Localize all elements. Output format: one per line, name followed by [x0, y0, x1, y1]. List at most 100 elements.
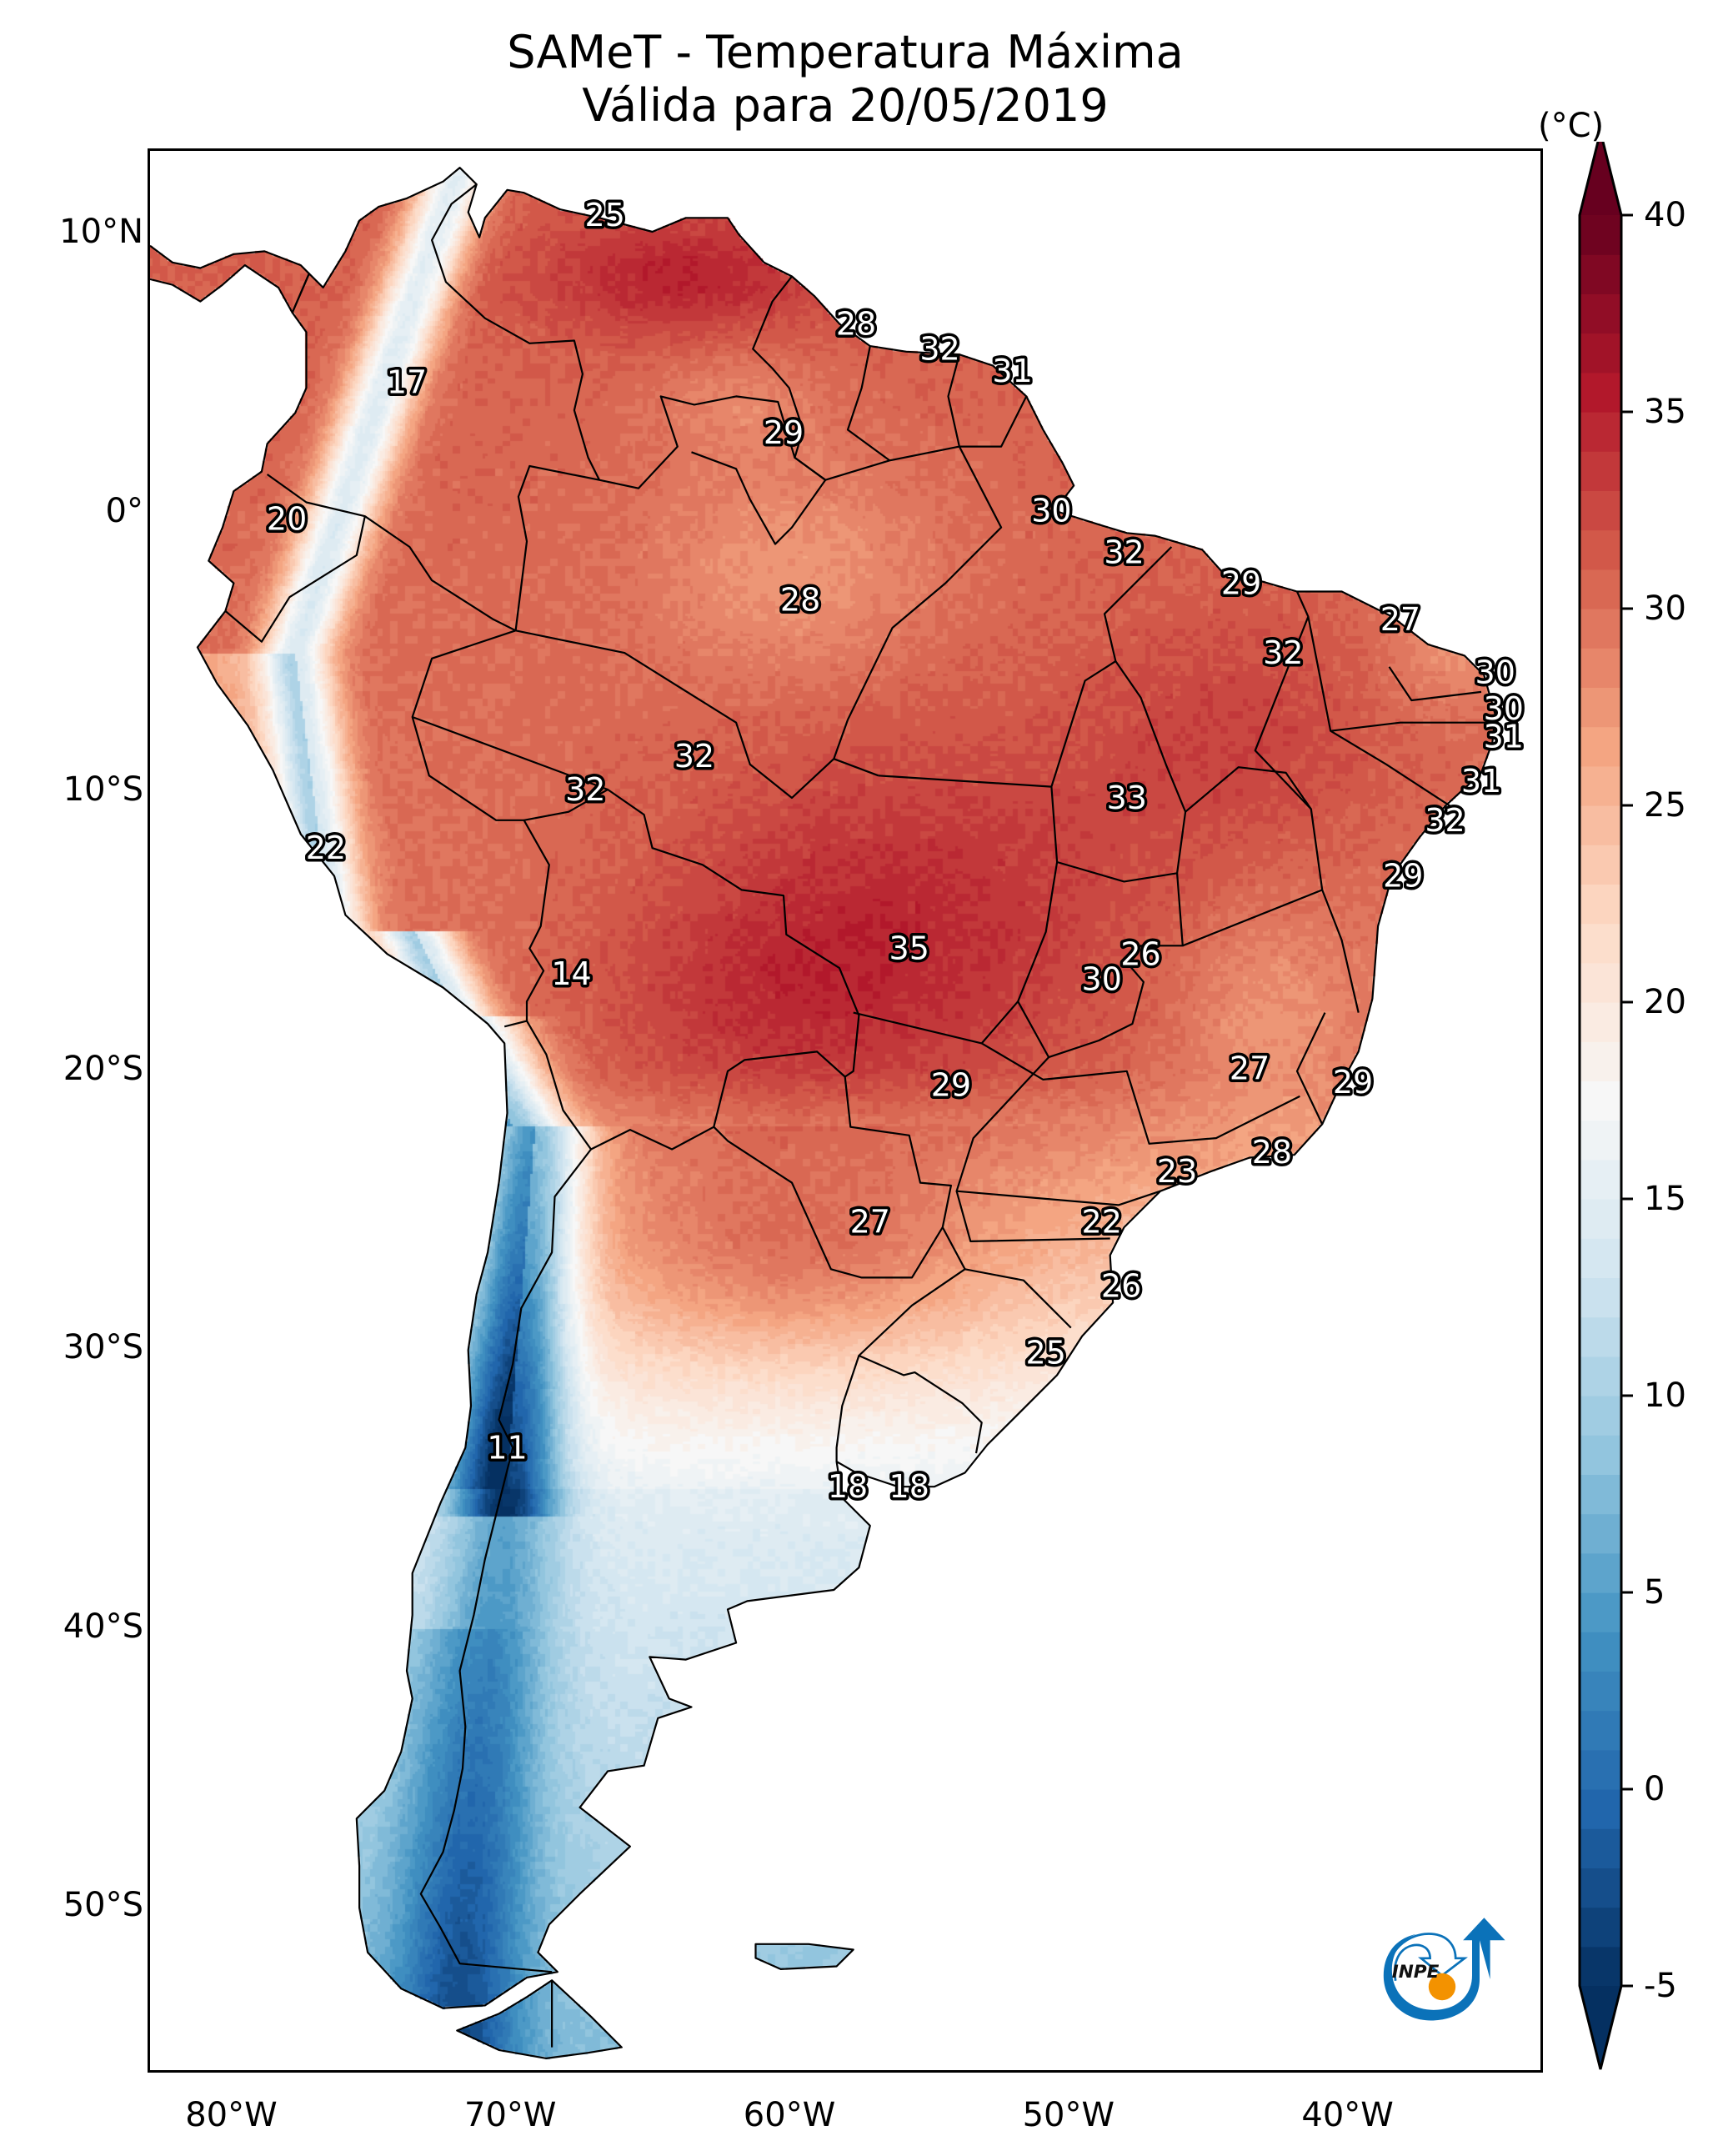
y-tick-label: 0° [105, 491, 143, 530]
colorbar-band [1580, 1199, 1621, 1239]
station-value-label: 17 [387, 364, 427, 401]
station-value-label: 28 [836, 305, 876, 342]
colorbar-tick-label: 5 [1644, 1573, 1665, 1612]
station-value-label: 29 [931, 1067, 971, 1104]
colorbar-band [1580, 845, 1621, 885]
station-value-label: 14 [551, 955, 591, 992]
border-line [526, 1020, 846, 1151]
x-tick-label: 50°W [1022, 2096, 1115, 2134]
colorbar-band [1580, 726, 1621, 767]
station-value-label: 32 [565, 771, 605, 808]
station-value-label: 32 [1263, 634, 1303, 671]
station-value-label: 18 [889, 1468, 929, 1505]
border-line [431, 183, 600, 481]
colorbar-band [1580, 1592, 1621, 1632]
colorbar-tick-label: 20 [1644, 983, 1686, 1021]
border-line [1056, 660, 1187, 883]
colorbar-band [1580, 1907, 1621, 1948]
station-value-label: 18 [828, 1468, 868, 1505]
border-line [691, 451, 827, 545]
colorbar-band [1580, 1868, 1621, 1908]
colorbar-tick-label: 0 [1644, 1770, 1665, 1808]
colorbar-band [1580, 1435, 1621, 1475]
colorbar-tick-label: 10 [1644, 1376, 1686, 1415]
border-line [964, 1268, 1072, 1329]
station-value-label: 25 [1026, 1335, 1066, 1371]
station-value-label: 28 [780, 582, 820, 619]
border-line [858, 1226, 983, 1454]
coastline [456, 1979, 623, 2059]
colorbar-band [1580, 765, 1621, 806]
colorbar-band [1580, 490, 1621, 531]
station-value-label: 30 [1475, 654, 1515, 691]
station-value-label: 32 [1104, 534, 1144, 571]
station-value-label: 31 [1461, 763, 1501, 800]
border-line [1330, 721, 1487, 732]
station-value-label: 20 [267, 501, 307, 538]
colorbar-band [1580, 609, 1621, 649]
station-value-label: 29 [764, 414, 804, 451]
logo-text: INPE [1392, 1962, 1440, 1983]
station-value-label: 26 [1101, 1267, 1141, 1304]
colorbar-band [1580, 529, 1621, 570]
station-value-label: 35 [889, 930, 929, 967]
border-line [1254, 591, 1312, 810]
border-line [266, 474, 517, 632]
y-tick-label: 30°S [63, 1328, 143, 1367]
colorbar-band [1580, 962, 1621, 1003]
y-tick-label: 20°S [63, 1049, 143, 1088]
colorbar-tick-label: 35 [1644, 393, 1686, 431]
station-value-label: 31 [992, 353, 1032, 389]
colorbar-band [1580, 687, 1621, 728]
border-line [947, 353, 960, 447]
colorbar-unit-label: (°C) [1538, 107, 1605, 145]
station-value-label: 26 [1120, 935, 1160, 972]
x-tick-label: 80°W [185, 2096, 278, 2134]
colorbar-band [1580, 1002, 1621, 1042]
colorbar-extend-max [1580, 142, 1621, 215]
colorbar-ticks [1621, 213, 1633, 1988]
border-line [833, 446, 1003, 760]
colorbar-band [1580, 1041, 1621, 1081]
station-value-label: 29 [1221, 565, 1261, 602]
colorbar-band [1580, 1396, 1621, 1436]
colorbar-band [1580, 1159, 1621, 1200]
map-plot-area: 25 17 28 32 31 29 20 30 32 28 29 27 32 30 30 31 32 32 33 31… [148, 148, 1543, 2073]
border-line [411, 629, 550, 1028]
y-tick-label: 10°N [59, 213, 143, 252]
border-line [412, 715, 609, 791]
station-value-label: 33 [1107, 780, 1147, 816]
colorbar-band [1580, 1671, 1621, 1712]
temperature-field [150, 151, 1540, 2070]
border-line [1185, 766, 1360, 1013]
colorbar-band [1580, 1474, 1621, 1515]
station-value-label: 11 [487, 1429, 527, 1466]
colorbar-bands [1580, 142, 1621, 2069]
border-line [1295, 1012, 1326, 1125]
colorbar-band [1580, 293, 1621, 334]
border-line [1182, 889, 1323, 947]
border-line [1388, 666, 1482, 702]
chart-title: SAMeT - Temperatura Máxima [507, 26, 1184, 78]
colorbar-band [1580, 1513, 1621, 1554]
coastline [150, 244, 310, 314]
station-value-label: 22 [1082, 1204, 1122, 1241]
station-value-label: 32 [674, 738, 714, 775]
inpe-logo: INPE [1383, 1918, 1505, 2021]
colorbar-band [1580, 1749, 1621, 1790]
station-value-label: 30 [1484, 690, 1524, 727]
colorbar-band [1580, 333, 1621, 374]
colorbar-band [1580, 254, 1621, 294]
colorbar-band [1580, 1277, 1621, 1318]
border-line [1307, 616, 1451, 808]
x-tick-label: 60°W [743, 2096, 836, 2134]
y-tick-label: 10°S [63, 770, 143, 810]
colorbar-band [1580, 569, 1621, 609]
colorbar-tick-label: 25 [1644, 786, 1686, 825]
colorbar-band [1580, 1552, 1621, 1593]
border-line [713, 1076, 952, 1279]
colorbar-tick-label: 30 [1644, 589, 1686, 628]
border-line [1017, 873, 1184, 1059]
border-line [419, 1148, 592, 1973]
